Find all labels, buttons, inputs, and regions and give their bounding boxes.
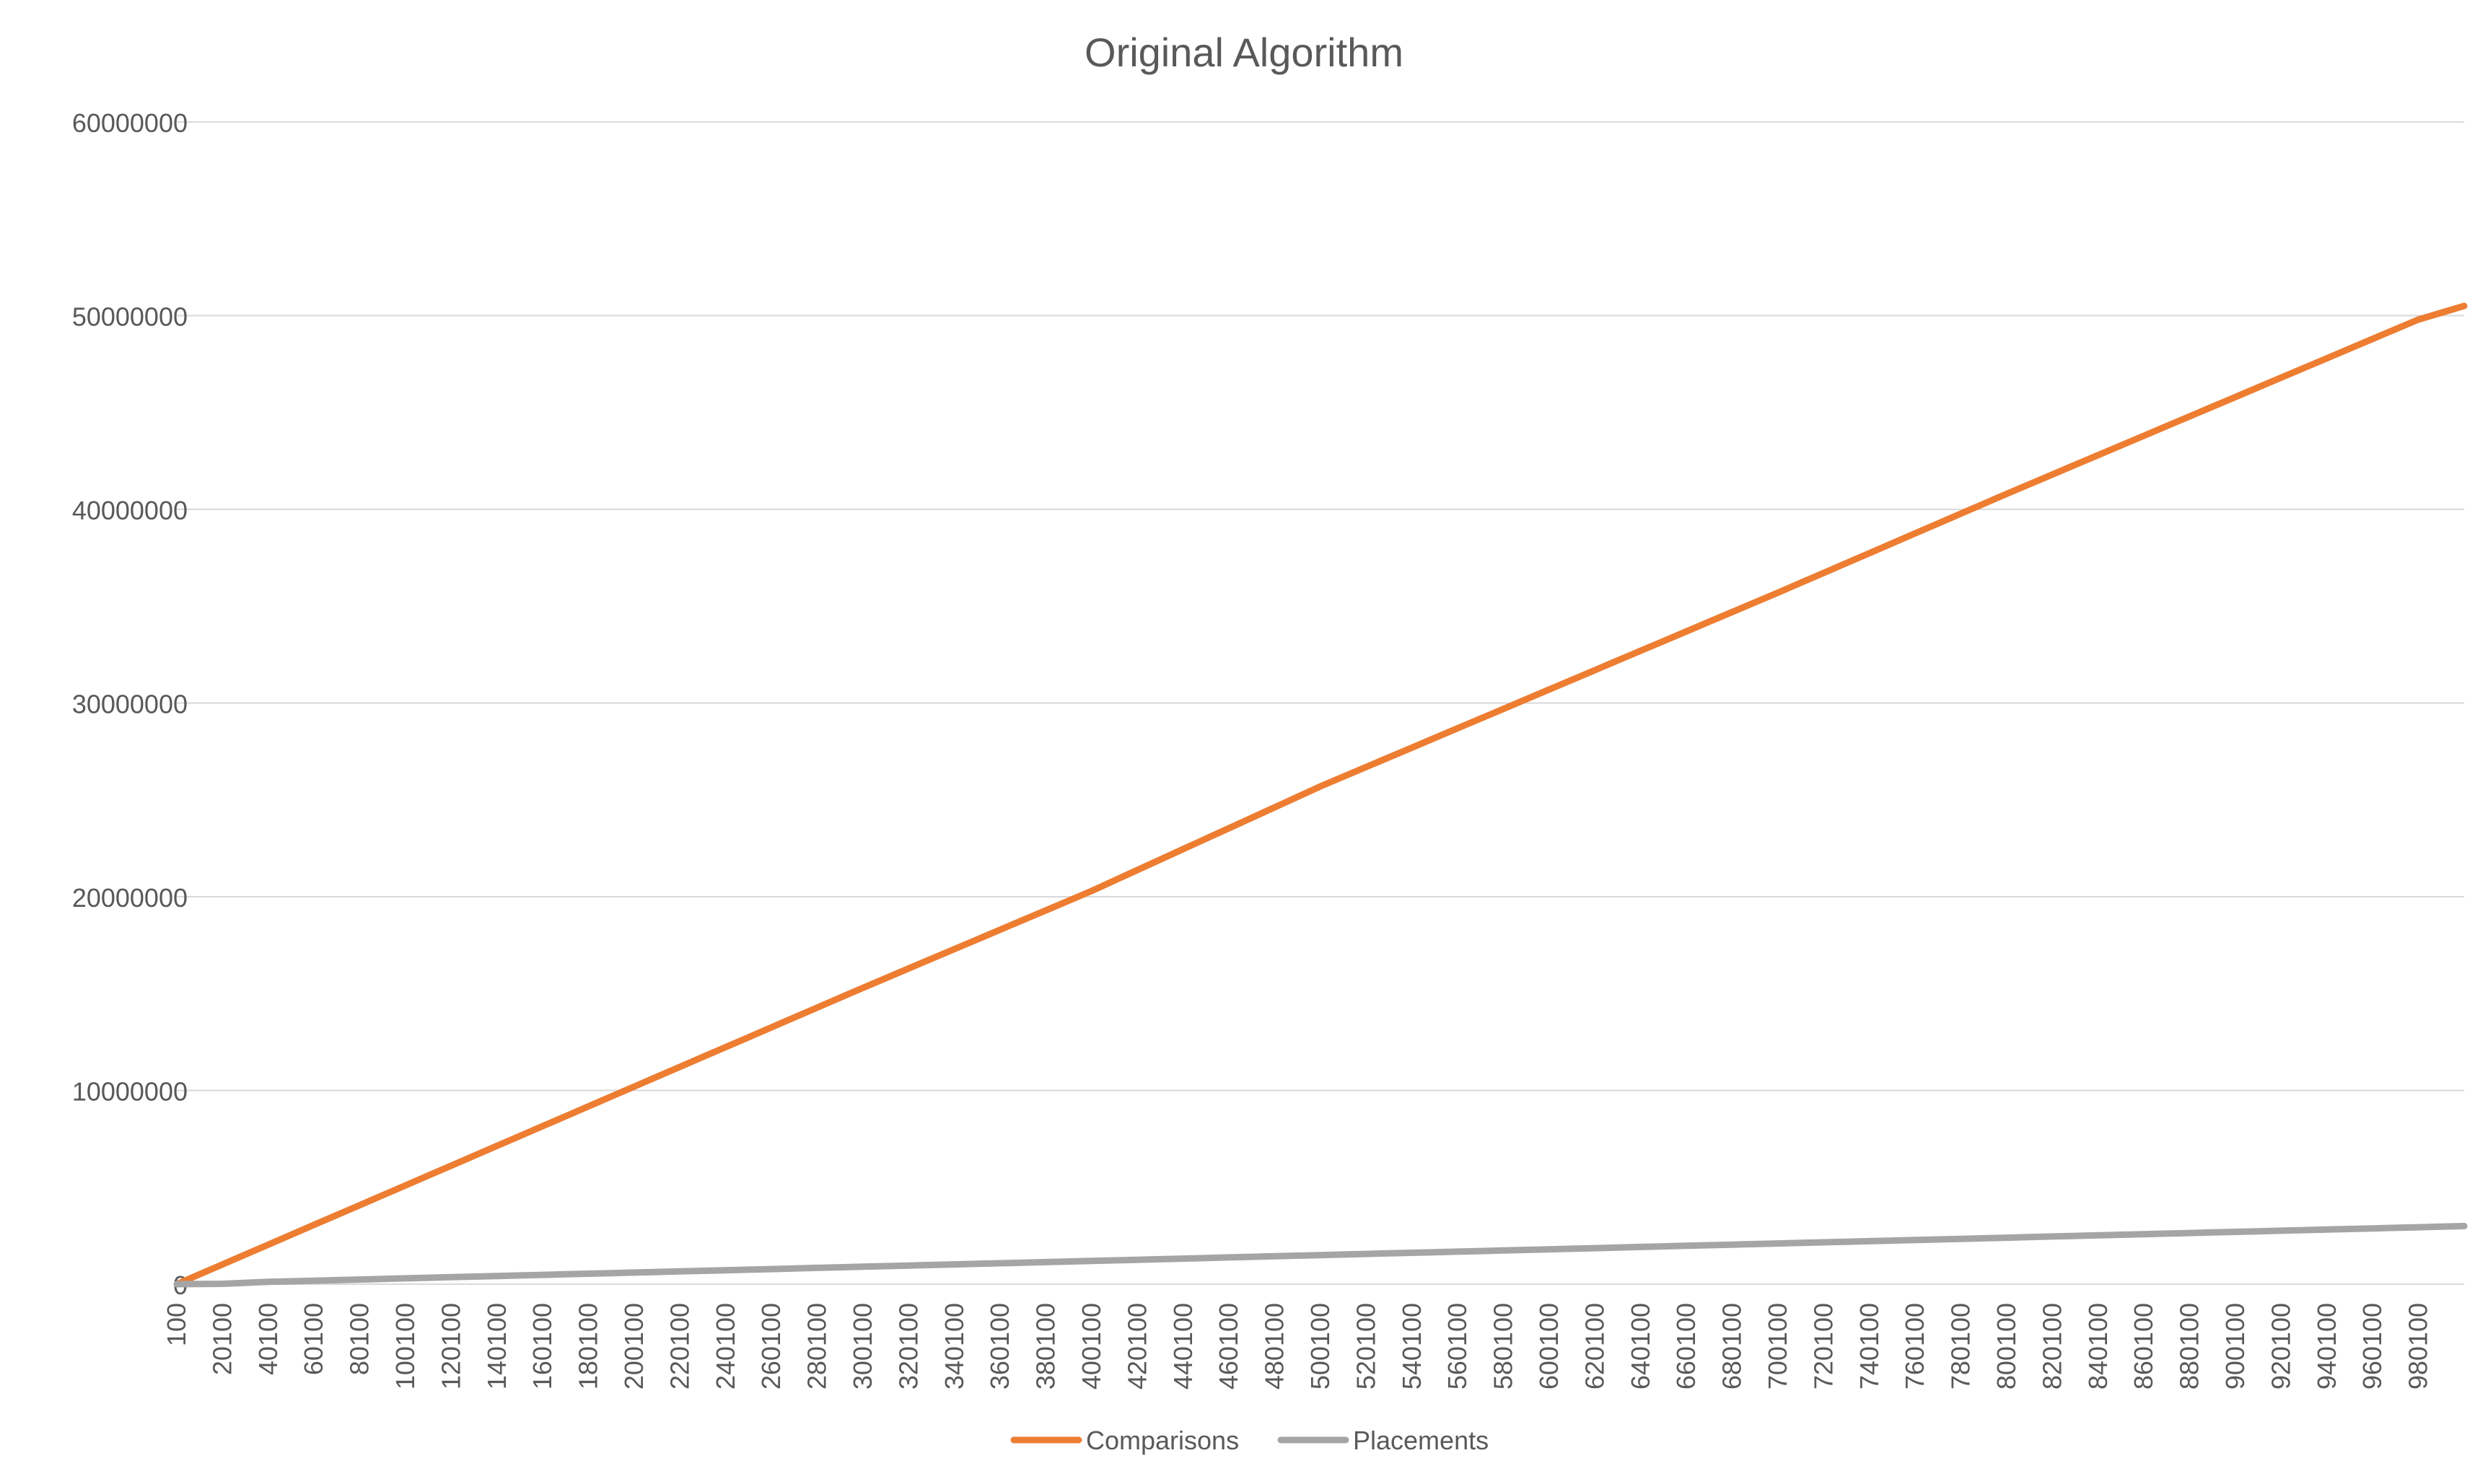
- x-tick-label: 640100: [1626, 1303, 1655, 1389]
- x-tick-label: 920100: [2266, 1303, 2295, 1389]
- x-tick-label: 300100: [848, 1303, 877, 1389]
- x-tick-label: 120100: [436, 1303, 465, 1389]
- x-tick-label: 460100: [1214, 1303, 1243, 1389]
- x-tick-label: 800100: [1992, 1303, 2021, 1389]
- x-tick-label: 940100: [2312, 1303, 2342, 1389]
- x-tick-label: 520100: [1351, 1303, 1380, 1389]
- x-tick-label: 240100: [711, 1303, 740, 1389]
- x-tick-label: 60100: [299, 1303, 328, 1375]
- legend-label: Placements: [1353, 1426, 1489, 1455]
- x-tick-label: 620100: [1580, 1303, 1609, 1389]
- x-tick-label: 660100: [1671, 1303, 1701, 1389]
- legend-label: Comparisons: [1086, 1426, 1239, 1455]
- legend: Comparisons Placements: [1010, 1426, 1489, 1455]
- x-tick-label: 440100: [1168, 1303, 1198, 1389]
- x-tick-label: 400100: [1077, 1303, 1106, 1389]
- y-tick-label: 50000000: [72, 302, 188, 332]
- x-tick-label: 560100: [1442, 1303, 1472, 1389]
- x-tick-label: 320100: [893, 1303, 923, 1389]
- x-tick-label: 540100: [1397, 1303, 1427, 1389]
- x-tick-label: 760100: [1900, 1303, 1929, 1389]
- x-tick-label: 480100: [1260, 1303, 1289, 1389]
- x-tick-label: 860100: [2129, 1303, 2158, 1389]
- y-tick-label: 30000000: [72, 690, 188, 719]
- x-tick-label: 340100: [939, 1303, 969, 1389]
- x-tick-label: 500100: [1305, 1303, 1335, 1389]
- x-tick-label: 140100: [482, 1303, 512, 1389]
- y-tick-label: 40000000: [72, 496, 188, 525]
- x-tick-label: 880100: [2175, 1303, 2204, 1389]
- x-tick-label: 100100: [390, 1303, 420, 1389]
- x-tick-label: 360100: [985, 1303, 1015, 1389]
- y-tick-label: 60000000: [72, 108, 188, 138]
- x-axis-tick-labels: 100 20100 40100 60100 80100 100100 120100 14010…: [162, 1303, 2433, 1389]
- x-tick-label: 980100: [2404, 1303, 2433, 1389]
- x-tick-label: 720100: [1808, 1303, 1838, 1389]
- y-tick-label: 20000000: [72, 883, 188, 913]
- x-tick-label: 840100: [2083, 1303, 2113, 1389]
- series-line-placements: [173, 1223, 2468, 1288]
- x-tick-label: 200100: [619, 1303, 649, 1389]
- x-tick-label: 20100: [207, 1303, 237, 1375]
- gridlines: [177, 121, 2464, 1285]
- x-tick-label: 820100: [2037, 1303, 2067, 1389]
- x-tick-label: 780100: [1946, 1303, 1976, 1389]
- x-tick-label: 700100: [1763, 1303, 1792, 1389]
- x-tick-label: 280100: [802, 1303, 832, 1389]
- x-tick-label: 420100: [1122, 1303, 1152, 1389]
- y-tick-label: 10000000: [72, 1077, 188, 1107]
- series-lines: [173, 302, 2468, 1288]
- y-axis-tick-labels: 0100000002000000030000000400000005000000…: [72, 108, 188, 1300]
- x-tick-label: 80100: [345, 1303, 374, 1375]
- x-tick-label: 960100: [2357, 1303, 2387, 1389]
- series-line-comparisons: [173, 302, 2468, 1288]
- x-tick-label: 40100: [253, 1303, 283, 1375]
- x-tick-label: 260100: [756, 1303, 786, 1389]
- x-tick-label: 180100: [574, 1303, 603, 1389]
- x-tick-label: 680100: [1717, 1303, 1747, 1389]
- x-tick-label: 380100: [1031, 1303, 1061, 1389]
- x-tick-label: 220100: [665, 1303, 694, 1389]
- x-tick-label: 740100: [1854, 1303, 1884, 1389]
- x-tick-label: 600100: [1534, 1303, 1564, 1389]
- chart-title: Original Algorithm: [1085, 30, 1403, 75]
- x-tick-label: 100: [162, 1303, 191, 1346]
- x-tick-label: 900100: [2220, 1303, 2250, 1389]
- x-tick-label: 580100: [1489, 1303, 1518, 1389]
- x-tick-label: 160100: [527, 1303, 557, 1389]
